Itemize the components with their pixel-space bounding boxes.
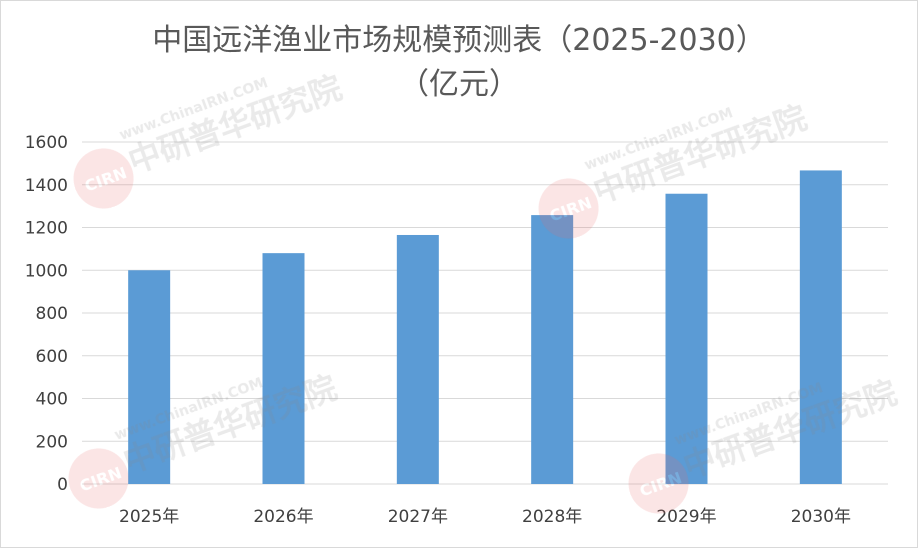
chart-title-line1: 中国远洋渔业市场规模预测表（2025-2030）: [152, 23, 766, 58]
bar-5: [799, 170, 842, 484]
gridlines: [82, 141, 888, 485]
bar-0: [128, 270, 171, 484]
y-tick-label: 600: [36, 347, 68, 367]
bar-1: [262, 253, 305, 484]
y-tick-label: 1000: [25, 261, 68, 281]
bar-3: [531, 215, 574, 485]
y-tick-label: 200: [36, 432, 68, 452]
y-tick-label: 400: [36, 390, 68, 410]
x-category-label: 2030年: [791, 507, 851, 527]
x-category-label: 2027年: [388, 507, 448, 527]
x-category-label: 2028年: [522, 507, 582, 527]
x-category-label: 2026年: [253, 507, 313, 527]
y-tick-label: 800: [36, 304, 68, 324]
y-tick-label: 1600: [25, 133, 68, 153]
x-axis-categories: 2025年 2026年 2027年 2028年 2029年 2030年: [119, 507, 851, 527]
y-tick-label: 1400: [25, 176, 68, 196]
y-tick-label: 0: [57, 475, 68, 495]
x-category-label: 2029年: [656, 507, 716, 527]
bars: [128, 170, 842, 485]
bar-4: [665, 193, 708, 485]
chart-title-line2: （亿元）: [399, 67, 519, 102]
y-tick-label: 1200: [25, 219, 68, 239]
bar-2: [396, 234, 439, 484]
y-axis-ticks: 0 200 400 600 800 1000 1200 1400 1600: [25, 133, 68, 495]
x-category-label: 2025年: [119, 507, 179, 527]
